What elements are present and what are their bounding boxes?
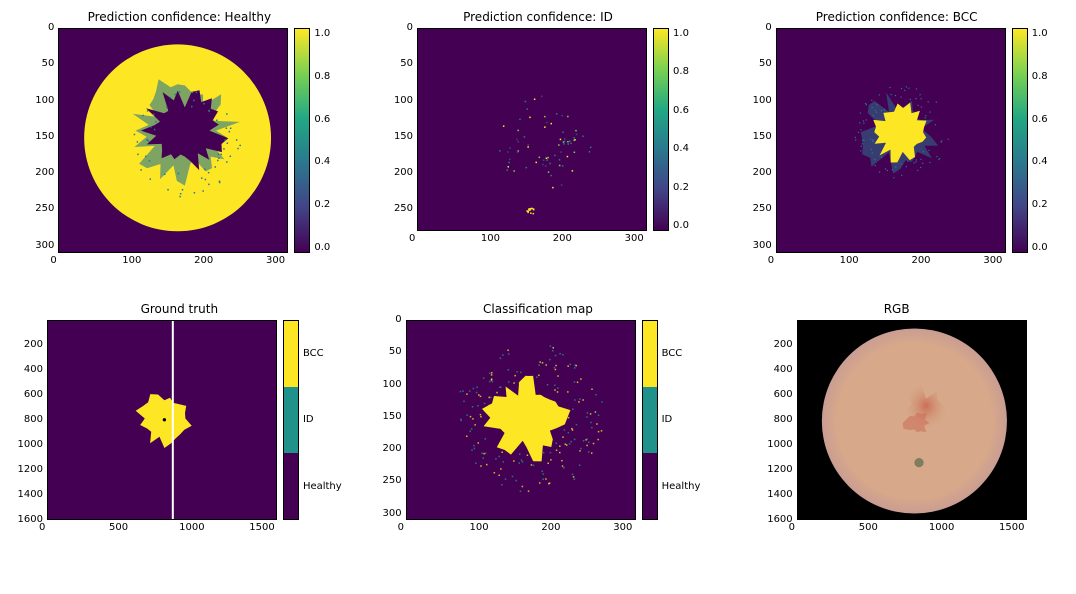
panel-ground-truth: Ground truth 200400600800100012001400160…: [10, 302, 349, 584]
plot-area: [776, 28, 1006, 253]
y-ticks: 050100150200250300: [746, 28, 776, 253]
panel-title: Classification map: [483, 302, 593, 316]
plot-row: 050100150200250300 0100200300 BCCIDHealt…: [369, 320, 708, 584]
colorbar: 1.00.80.60.40.20.0: [1012, 28, 1048, 253]
x-ticks: 0100200300: [776, 255, 1006, 269]
colorbar: 1.00.80.60.40.20.0: [294, 28, 330, 253]
y-ticks: 2004006008001000120014001600: [17, 320, 47, 520]
panel-id: Prediction confidence: ID 05010015020025…: [369, 10, 708, 292]
panel-title: Prediction confidence: ID: [463, 10, 613, 24]
figure-grid: Prediction confidence: Healthy 050100150…: [0, 0, 1076, 594]
panel-title: Ground truth: [141, 302, 219, 316]
panel-title: Prediction confidence: Healthy: [88, 10, 271, 24]
x-ticks: 0100200300: [406, 522, 636, 536]
axes: 050100150200250300 0100200300: [28, 28, 288, 269]
x-ticks: 050010001500: [47, 522, 277, 536]
colorbar-bar: [642, 320, 658, 520]
colorbar: BCCIDHealthy: [283, 320, 342, 520]
axes: 2004006008001000120014001600 05001000150…: [17, 320, 277, 536]
panel-title: RGB: [884, 302, 910, 316]
panel-classification: Classification map 050100150200250300 01…: [369, 302, 708, 584]
y-ticks: 050100150200250300: [28, 28, 58, 253]
panel-rgb: RGB 2004006008001000120014001600 0500100…: [727, 302, 1066, 584]
colorbar-bar: [653, 28, 669, 231]
panel-healthy: Prediction confidence: Healthy 050100150…: [10, 10, 349, 292]
plot-row: 2004006008001000120014001600 05001000150…: [10, 320, 349, 584]
x-ticks: 0100200300: [417, 233, 647, 247]
colorbar-bar: [294, 28, 310, 253]
colorbar-ticks: BCCIDHealthy: [299, 320, 342, 520]
x-ticks: 050010001500: [797, 522, 1027, 536]
plot-row: 050100150200250 0100200300 1.00.80.60.40…: [369, 28, 708, 292]
axes: 050100150200250300 0100200300: [746, 28, 1006, 269]
colorbar-bar: [1012, 28, 1028, 253]
y-ticks: 2004006008001000120014001600: [767, 320, 797, 520]
colorbar-ticks: 1.00.80.60.40.20.0: [669, 28, 689, 231]
plot-row: 050100150200250300 0100200300 1.00.80.60…: [10, 28, 349, 292]
colorbar-bar: [283, 320, 299, 520]
axes: 2004006008001000120014001600 05001000150…: [767, 320, 1027, 536]
plot-row: 050100150200250300 0100200300 1.00.80.60…: [727, 28, 1066, 292]
plot-area: [47, 320, 277, 520]
colorbar-ticks: 1.00.80.60.40.20.0: [1028, 28, 1048, 253]
axes: 050100150200250 0100200300: [387, 28, 647, 247]
plot-row: 2004006008001000120014001600 05001000150…: [727, 320, 1066, 584]
y-ticks: 050100150200250300: [376, 320, 406, 520]
panel-title: Prediction confidence: BCC: [816, 10, 978, 24]
x-ticks: 0100200300: [58, 255, 288, 269]
axes: 050100150200250300 0100200300: [376, 320, 636, 536]
plot-area: [417, 28, 647, 231]
colorbar-ticks: 1.00.80.60.40.20.0: [310, 28, 330, 253]
colorbar-ticks: BCCIDHealthy: [658, 320, 701, 520]
colorbar: BCCIDHealthy: [642, 320, 701, 520]
plot-area: [58, 28, 288, 253]
panel-bcc: Prediction confidence: BCC 0501001502002…: [727, 10, 1066, 292]
y-ticks: 050100150200250: [387, 28, 417, 231]
plot-area: [797, 320, 1027, 520]
colorbar: 1.00.80.60.40.20.0: [653, 28, 689, 231]
plot-area: [406, 320, 636, 520]
